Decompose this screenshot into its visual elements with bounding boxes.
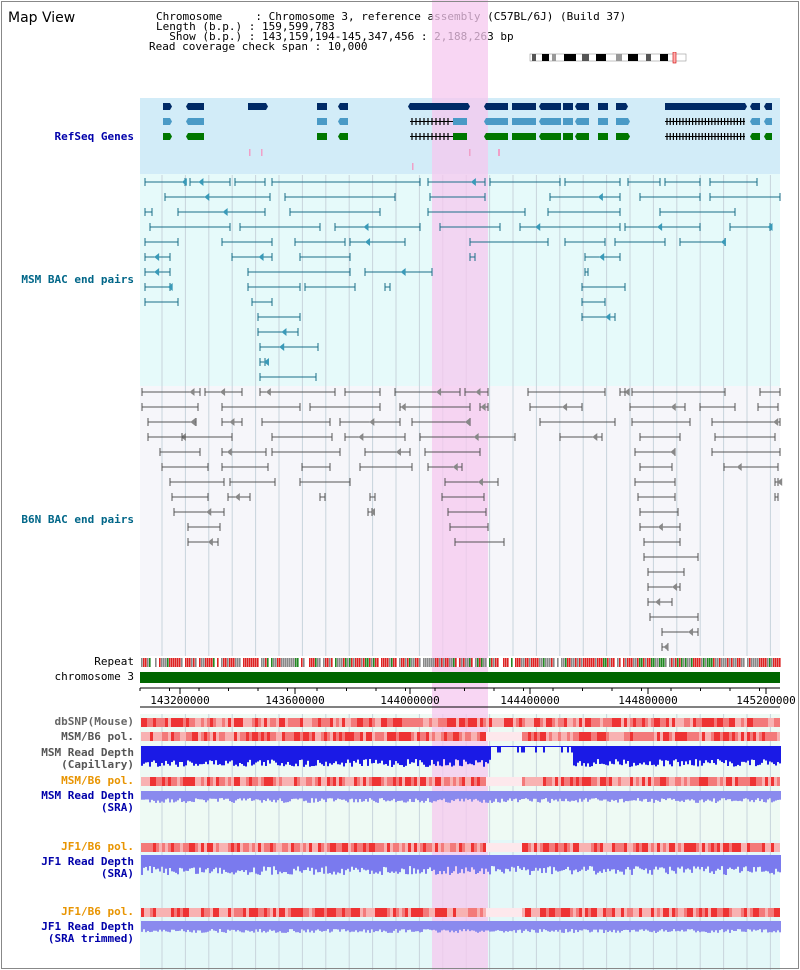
chromosome-label: chromosome 3 [54, 670, 134, 683]
msm-depth-capillary-label[interactable]: MSM Read Depth (Capillary) [41, 746, 134, 771]
msm-bac-label[interactable]: MSM BAC end pairs [21, 273, 134, 286]
coverage-span-info: Read coverage check span : 10,000 [149, 40, 368, 53]
repeat-track [141, 658, 781, 667]
msm-depth-sra-label[interactable]: MSM Read Depth (SRA) [41, 789, 134, 814]
axis-tick-label: 143200000 [150, 694, 210, 707]
jf1-depth-sra-label[interactable]: JF1 Read Depth (SRA) [41, 855, 134, 880]
dbsnp-label[interactable]: dbSNP(Mouse) [54, 715, 134, 728]
axis-tick-label: 143600000 [265, 694, 325, 707]
jf1-pol-label-1[interactable]: JF1/B6 pol. [61, 840, 134, 853]
jf1-depth-trimmed-label[interactable]: JF1 Read Depth (SRA trimmed) [41, 920, 134, 945]
axis-tick-label: 144800000 [618, 694, 678, 707]
msm-pol-label-1[interactable]: MSM/B6 pol. [61, 730, 134, 743]
axis-tick-label: 144400000 [500, 694, 560, 707]
chromosome-bar [140, 672, 780, 683]
jf1-pol-label-2[interactable]: JF1/B6 pol. [61, 905, 134, 918]
axis-tick-label: 144000000 [380, 694, 440, 707]
b6n-bac-end-pairs [141, 388, 783, 651]
b6n-bac-label[interactable]: B6N BAC end pairs [21, 513, 134, 526]
ideogram-position-marker [672, 52, 677, 64]
msm-pol-label-2[interactable]: MSM/B6 pol. [61, 774, 134, 787]
read-depth-tracks [141, 746, 781, 933]
refseq-gene-models [163, 103, 772, 170]
repeat-label: Repeat [94, 655, 134, 668]
polymorphism-heat-tracks [141, 718, 780, 917]
view-title: Map View [8, 10, 76, 26]
axis-tick-label: 145200000 [736, 694, 796, 707]
chromosome-ideogram[interactable] [528, 52, 690, 64]
refseq-label[interactable]: RefSeq Genes [54, 130, 134, 143]
msm-bac-end-pairs [144, 178, 781, 381]
selected-region-highlight [432, 0, 488, 970]
length-info: Length (b.p.) : 159,599,783 [156, 20, 335, 33]
